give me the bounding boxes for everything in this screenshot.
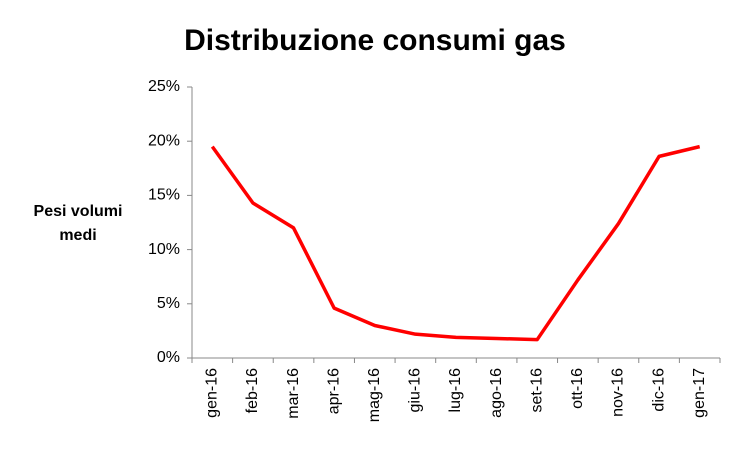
x-tick-label: mag-16: [366, 368, 383, 422]
x-tick-label: giu-16: [407, 368, 424, 413]
x-tick-label: feb-16: [244, 368, 261, 413]
y-tick-label: 25%: [148, 78, 180, 95]
y-tick-label: 15%: [148, 187, 180, 204]
y-tick-label: 10%: [148, 241, 180, 258]
y-tick-label: 20%: [148, 132, 180, 149]
x-tick-label: nov-16: [610, 368, 627, 417]
x-tick-label: gen-16: [204, 368, 221, 418]
chart-title: Distribuzione consumi gas: [184, 24, 566, 57]
y-tick-label: 0%: [157, 349, 180, 366]
x-tick-label: lug-16: [447, 368, 464, 413]
x-tick-label: ott-16: [569, 368, 586, 409]
x-tick-label: dic-16: [650, 368, 667, 412]
x-tick-label: set-16: [528, 368, 545, 413]
data-line: [210, 144, 701, 342]
x-tick-label: ago-16: [488, 368, 505, 418]
x-tick-label: mar-16: [285, 368, 302, 419]
x-tick-label: apr-16: [325, 368, 342, 414]
x-tick-label: gen-17: [691, 368, 708, 418]
y-axis-label: Pesi volumi medi: [33, 203, 123, 244]
y-tick-label: 5%: [157, 295, 180, 312]
